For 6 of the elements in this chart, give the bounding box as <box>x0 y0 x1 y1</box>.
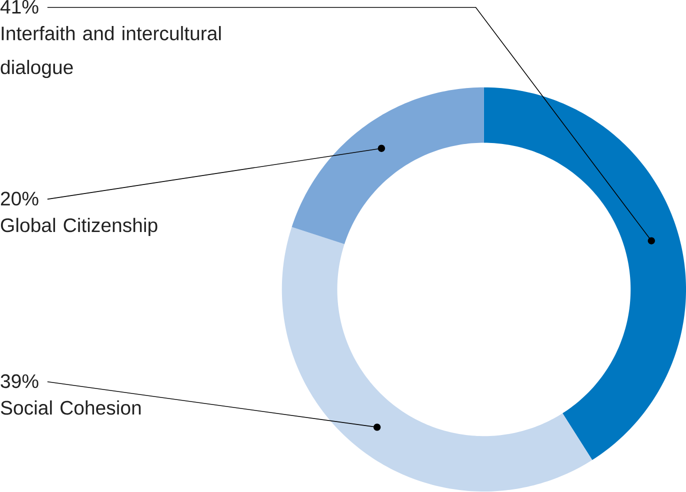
data-label: 39% <box>0 374 38 388</box>
data-label: 20% <box>0 192 38 206</box>
slice-label: Social Cohesion <box>0 400 141 415</box>
slice-label: Global Citizenship <box>0 218 158 236</box>
data-label: 41% <box>0 0 38 14</box>
slice-label: Interfaith and intercultural dialogue <box>0 26 221 78</box>
